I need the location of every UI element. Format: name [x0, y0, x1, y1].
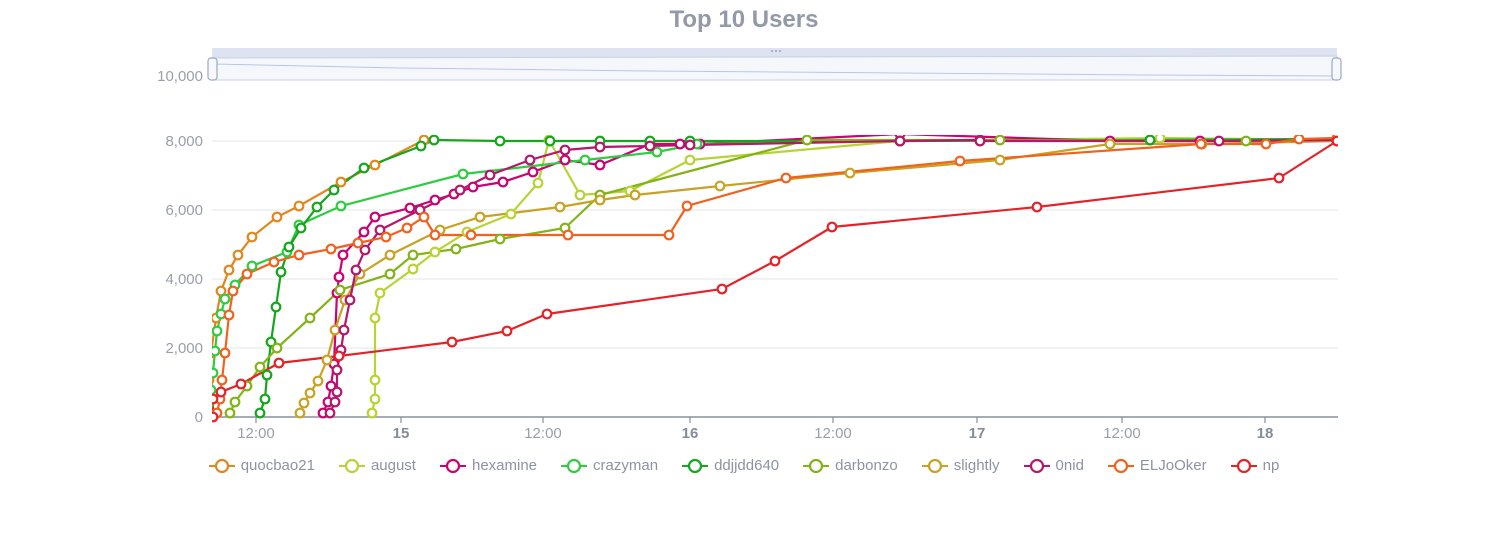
svg-text:2,000: 2,000	[165, 340, 203, 357]
svg-text:18: 18	[1257, 425, 1274, 442]
svg-text:8,000: 8,000	[165, 133, 203, 150]
svg-text:12:00: 12:00	[814, 425, 852, 442]
svg-text:0: 0	[195, 409, 203, 426]
svg-text:10,000: 10,000	[157, 68, 203, 85]
svg-text:12:00: 12:00	[1103, 425, 1141, 442]
svg-text:4,000: 4,000	[165, 271, 203, 288]
svg-text:12:00: 12:00	[524, 425, 562, 442]
svg-text:12:00: 12:00	[237, 425, 275, 442]
svg-text:15: 15	[393, 425, 410, 442]
svg-text:17: 17	[969, 425, 986, 442]
svg-text:6,000: 6,000	[165, 202, 203, 219]
svg-text:16: 16	[682, 425, 699, 442]
